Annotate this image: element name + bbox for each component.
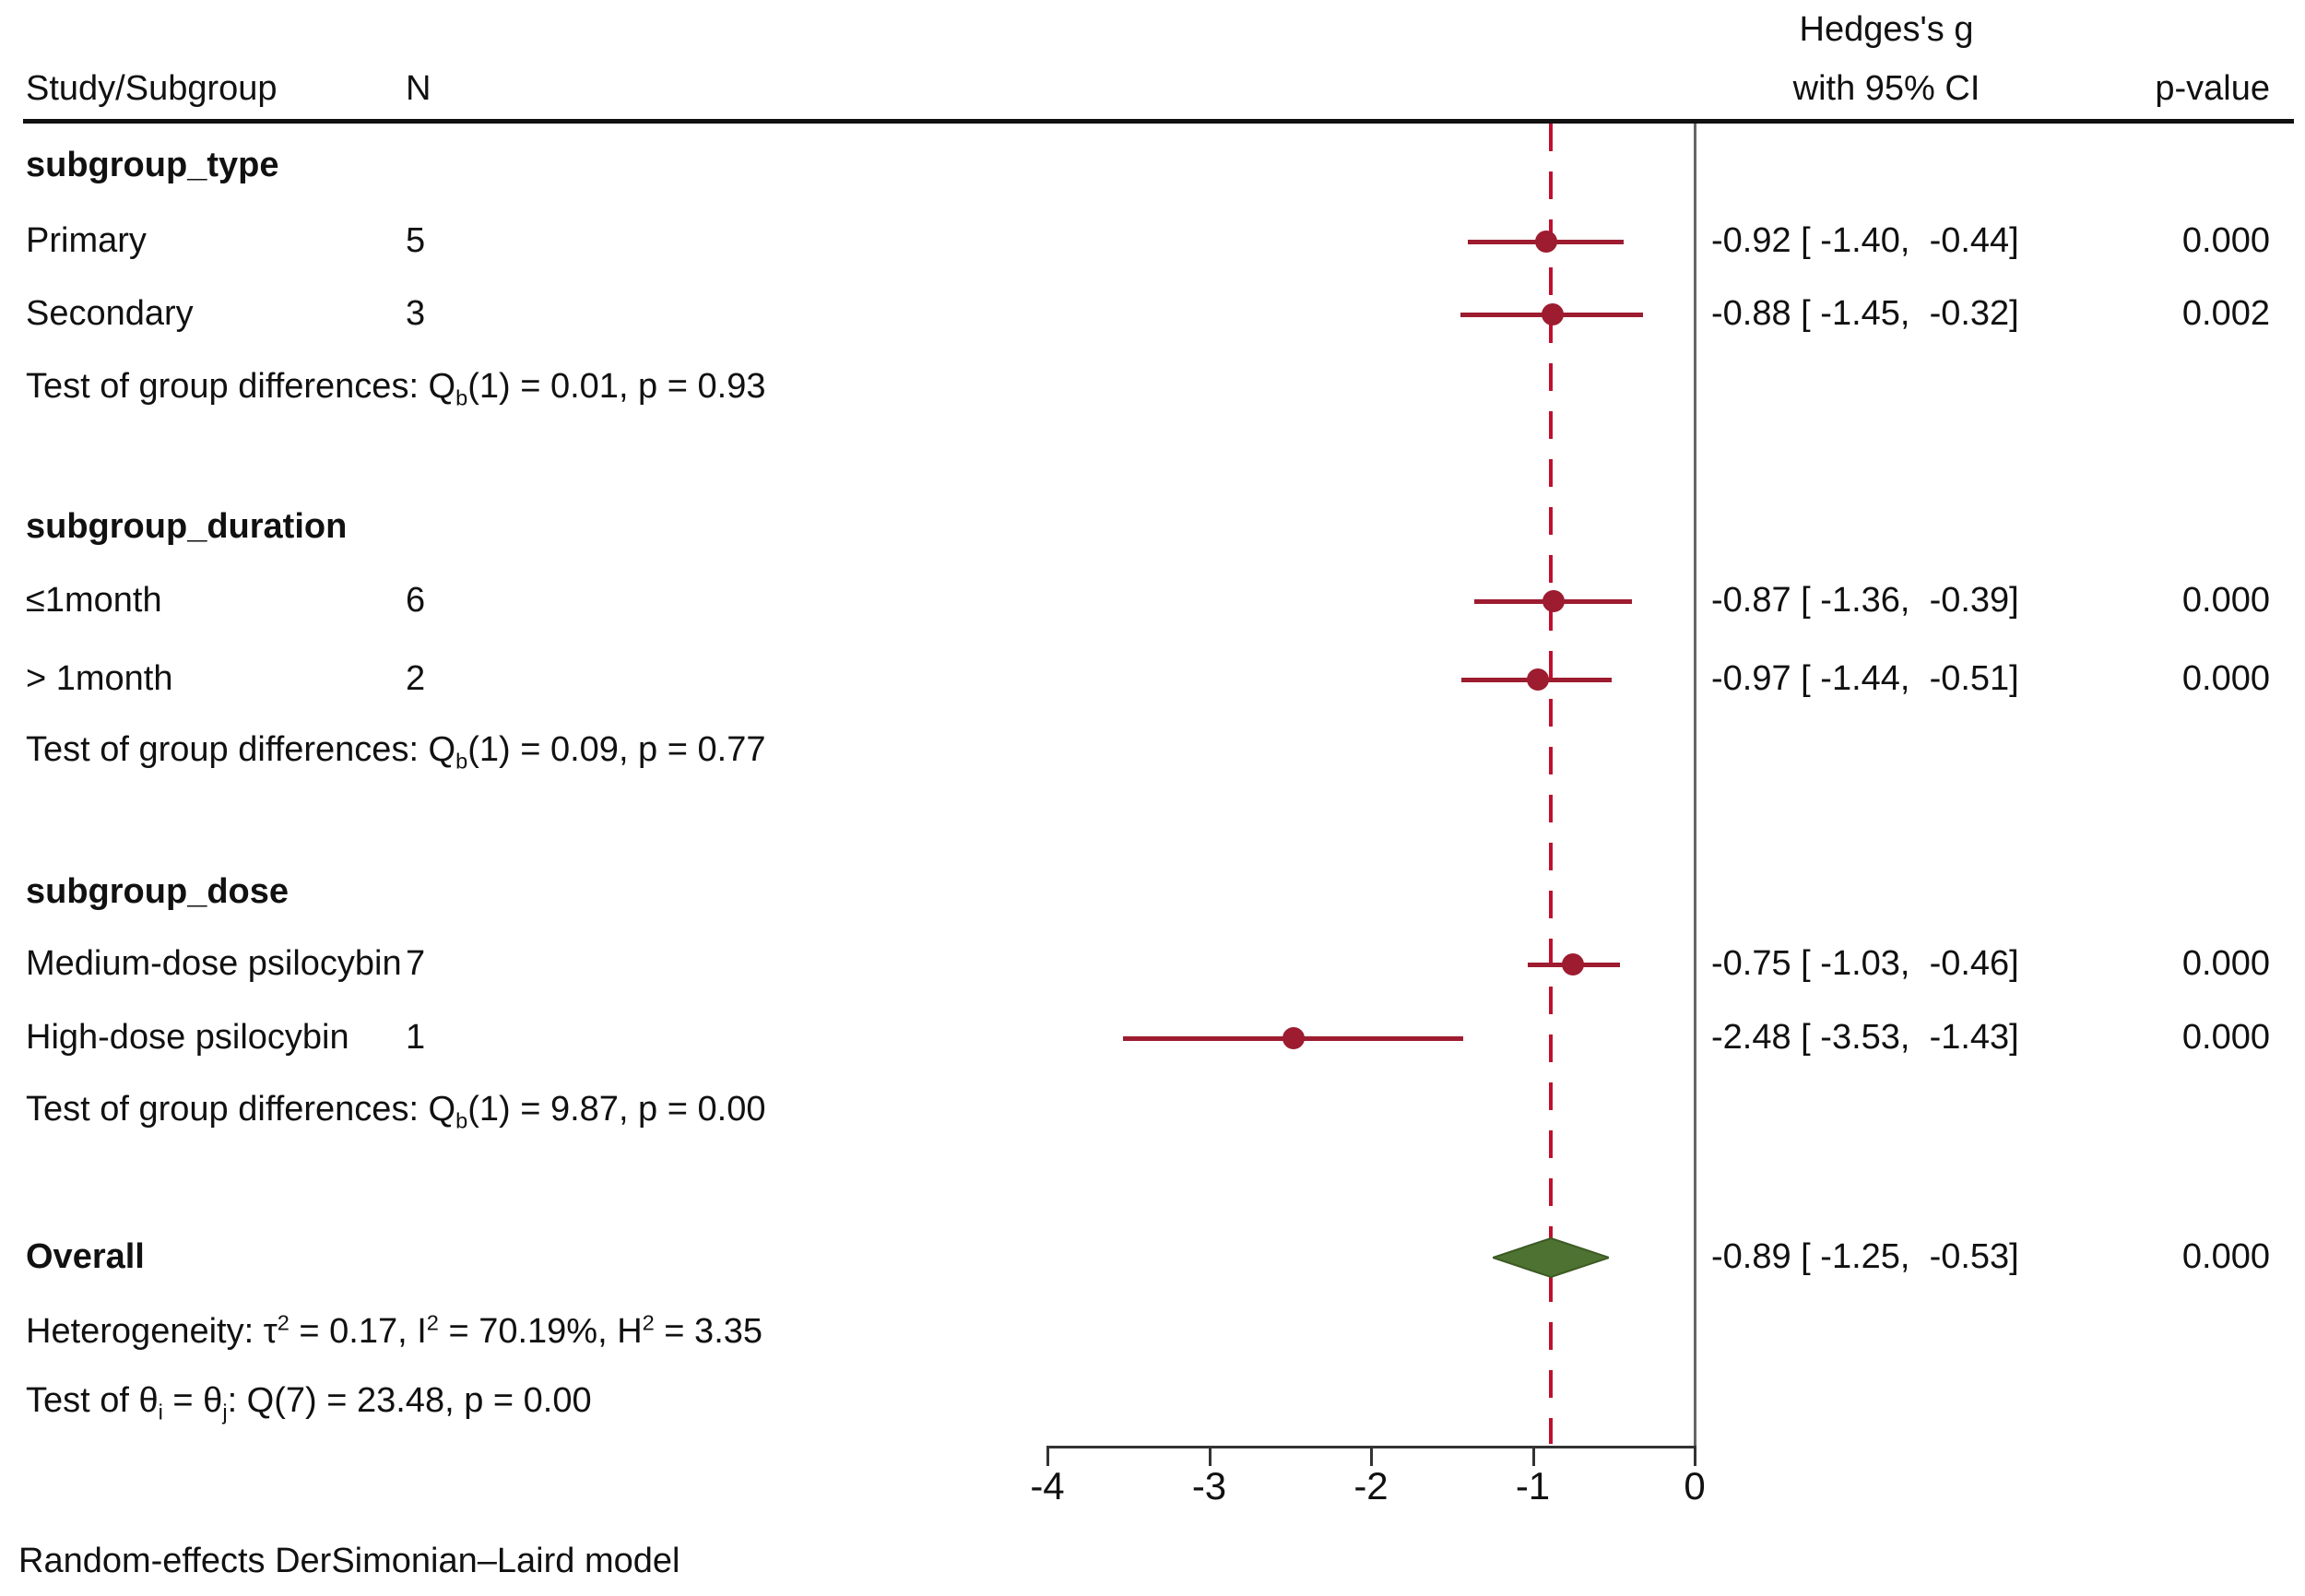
- effect-marker: [1282, 1027, 1305, 1049]
- col-header-effect-line2: with 95% CI: [1792, 69, 1980, 109]
- row-ci-text: -0.97 [ -1.44, -0.51]: [1711, 659, 2019, 699]
- row-pvalue: 0.000: [2181, 659, 2270, 699]
- row-ci-text: -2.48 [ -3.53, -1.43]: [1711, 1018, 2019, 1058]
- effect-marker: [1541, 303, 1564, 325]
- row-pvalue: 0.000: [2181, 1018, 2270, 1058]
- x-axis-tick: [1694, 1446, 1696, 1466]
- x-axis-tick: [1370, 1446, 1373, 1466]
- col-header-effect-line1: Hedges's g: [1799, 10, 1974, 50]
- x-tick-label: -1: [1515, 1463, 1551, 1507]
- effect-marker: [1526, 668, 1549, 691]
- x-axis-tick: [1208, 1446, 1212, 1466]
- row-label: Primary: [26, 221, 147, 261]
- row-ci-text: -0.87 [ -1.36, -0.39]: [1711, 581, 2019, 621]
- group-difference-test: Test of group differences: Qb(1) = 0.09,…: [26, 729, 766, 774]
- row-label: > 1month: [26, 659, 173, 699]
- overall-label: Overall: [26, 1237, 145, 1277]
- footnote: Random-effects DerSimonian–Laird model: [18, 1542, 680, 1581]
- x-axis-tick: [1531, 1446, 1535, 1466]
- row-label: Medium-dose psilocybin: [26, 944, 402, 984]
- header-separator: [23, 119, 2294, 124]
- col-header-study: Study/Subgroup: [26, 69, 278, 109]
- effect-marker: [1534, 231, 1557, 253]
- row-n: 6: [406, 581, 426, 621]
- heterogeneity-line: Heterogeneity: τ2 = 0.17, I2 = 70.19%, H…: [26, 1310, 763, 1351]
- row-n: 1: [406, 1018, 426, 1058]
- x-axis-tick: [1046, 1446, 1049, 1466]
- overall-ci-text: -0.89 [ -1.25, -0.53]: [1711, 1237, 2019, 1277]
- row-label: High-dose psilocybin: [26, 1018, 349, 1058]
- col-header-n: N: [406, 69, 431, 109]
- row-ci-text: -0.75 [ -1.03, -0.46]: [1711, 944, 2019, 984]
- col-header-pvalue: p-value: [2155, 69, 2270, 109]
- row-label: ≤1month: [26, 581, 162, 621]
- effect-marker: [1562, 953, 1585, 975]
- x-tick-label: -4: [1030, 1463, 1065, 1507]
- group-difference-test: Test of group differences: Qb(1) = 9.87,…: [26, 1089, 766, 1133]
- row-pvalue: 0.000: [2181, 581, 2270, 621]
- row-n: 5: [406, 221, 426, 261]
- effect-marker: [1543, 590, 1566, 612]
- row-n: 7: [406, 944, 426, 984]
- zero-axis-line: [1694, 124, 1696, 1446]
- x-tick-label: -3: [1191, 1463, 1227, 1507]
- row-ci-text: -0.88 [ -1.45, -0.32]: [1711, 294, 2019, 334]
- row-n: 2: [406, 659, 426, 699]
- row-pvalue: 0.002: [2181, 294, 2270, 334]
- row-ci-text: -0.92 [ -1.40, -0.44]: [1711, 221, 2019, 261]
- row-n: 3: [406, 294, 426, 334]
- section-heading: subgroup_dose: [26, 872, 290, 912]
- theta-test-line: Test of θi = θj: Q(7) = 23.48, p = 0.00: [26, 1380, 592, 1425]
- row-pvalue: 0.000: [2181, 944, 2270, 984]
- overall-pvalue: 0.000: [2181, 1237, 2270, 1277]
- reference-line: [1548, 124, 1553, 1444]
- overall-diamond: [1489, 1236, 1613, 1279]
- group-difference-test: Test of group differences: Qb(1) = 0.01,…: [26, 366, 766, 410]
- row-pvalue: 0.000: [2181, 221, 2270, 261]
- row-label: Secondary: [26, 294, 194, 334]
- section-heading: subgroup_duration: [26, 507, 348, 547]
- section-heading: subgroup_type: [26, 146, 279, 185]
- x-tick-label: 0: [1684, 1463, 1706, 1507]
- x-tick-label: -2: [1353, 1463, 1389, 1507]
